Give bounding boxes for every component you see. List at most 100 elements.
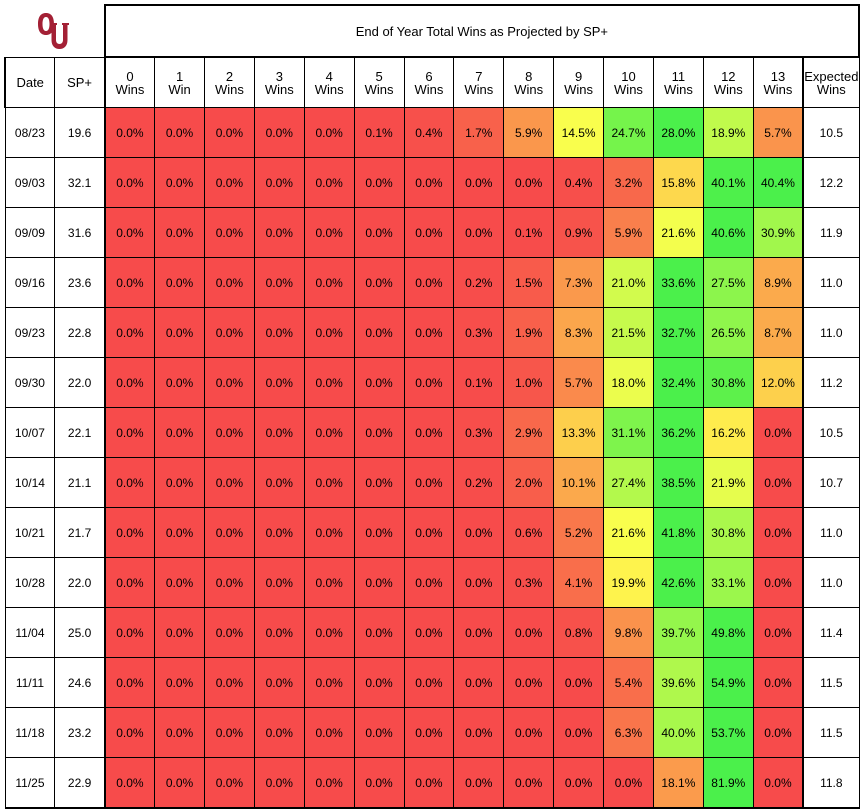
win-probability-cell: 0.0% — [603, 757, 654, 809]
win-probability-cell: 0.0% — [303, 357, 355, 408]
win-probability-cell: 9.8% — [603, 607, 654, 658]
oklahoma-ou-logo-icon — [38, 12, 70, 49]
win-probability-cell: 0.0% — [503, 757, 555, 809]
win-probability-cell: 39.6% — [652, 657, 704, 708]
win-probability-cell: 5.9% — [503, 107, 555, 158]
column-header-wins-0: 0 Wins — [103, 56, 156, 108]
win-probability-cell: 0.0% — [353, 407, 405, 458]
win-probability-cell: 28.0% — [652, 107, 704, 158]
win-probability-cell: 0.0% — [103, 407, 156, 458]
win-probability-cell: 40.1% — [702, 157, 754, 208]
win-probability-cell: 8.7% — [752, 307, 804, 358]
win-probability-cell: 30.8% — [702, 357, 754, 408]
win-probability-cell: 0.0% — [752, 507, 804, 558]
win-probability-cell: 0.0% — [453, 657, 505, 708]
win-probability-cell: 0.0% — [303, 307, 355, 358]
win-probability-cell: 41.8% — [652, 507, 704, 558]
win-probability-cell: 0.0% — [204, 207, 255, 258]
win-probability-cell: 0.0% — [353, 157, 405, 208]
win-probability-cell: 0.0% — [103, 357, 156, 408]
win-probability-cell: 27.5% — [702, 257, 754, 308]
date-cell: 10/21 — [4, 507, 56, 558]
win-probability-cell: 4.1% — [553, 557, 605, 608]
win-probability-cell: 0.0% — [154, 457, 205, 508]
win-probability-cell: 0.0% — [353, 357, 405, 408]
column-header-date: Date — [4, 56, 56, 108]
win-probability-cell: 5.2% — [553, 507, 605, 558]
win-probability-cell: 0.0% — [204, 507, 255, 558]
win-probability-cell: 0.0% — [204, 607, 255, 658]
date-cell: 09/30 — [4, 357, 56, 408]
expected-wins-cell: 11.4 — [802, 607, 860, 658]
chart-title: End of Year Total Wins as Projected by S… — [103, 4, 860, 58]
win-probability-cell: 33.6% — [652, 257, 704, 308]
win-probability-cell: 18.0% — [603, 357, 654, 408]
win-probability-cell: 33.1% — [702, 557, 754, 608]
win-probability-cell: 0.1% — [453, 357, 505, 408]
win-probability-cell: 15.8% — [652, 157, 704, 208]
win-probability-cell: 0.0% — [403, 707, 455, 758]
date-cell: 10/14 — [4, 457, 56, 508]
win-probability-cell: 0.0% — [553, 757, 605, 809]
win-probability-cell: 0.0% — [103, 307, 156, 358]
win-probability-cell: 0.0% — [204, 307, 255, 358]
logo-cell — [5, 5, 105, 57]
win-probability-cell: 0.0% — [253, 157, 305, 208]
win-probability-cell: 0.0% — [253, 557, 305, 608]
win-probability-cell: 0.0% — [253, 257, 305, 308]
sp-rating-cell: 22.9 — [54, 757, 106, 809]
expected-wins-cell: 11.0 — [802, 307, 860, 358]
win-probability-cell: 10.1% — [553, 457, 605, 508]
sp-rating-cell: 24.6 — [54, 657, 106, 708]
win-probability-cell: 27.4% — [603, 457, 654, 508]
win-probability-cell: 81.9% — [702, 757, 754, 809]
win-probability-cell: 42.6% — [652, 557, 704, 608]
expected-wins-cell: 12.2 — [802, 157, 860, 208]
column-header-wins-1: 1 Win — [154, 56, 205, 108]
expected-wins-cell: 11.9 — [802, 207, 860, 258]
win-probability-cell: 0.0% — [353, 557, 405, 608]
win-probability-cell: 5.7% — [752, 107, 804, 158]
win-probability-cell: 0.0% — [154, 507, 205, 558]
win-probability-cell: 0.0% — [303, 707, 355, 758]
win-probability-cell: 0.0% — [503, 157, 555, 208]
win-probability-cell: 0.0% — [403, 757, 455, 809]
expected-wins-cell: 10.5 — [802, 107, 860, 158]
win-probability-cell: 2.0% — [503, 457, 555, 508]
win-probability-cell: 0.0% — [303, 507, 355, 558]
win-probability-cell: 40.4% — [752, 157, 804, 208]
win-probability-cell: 0.0% — [253, 507, 305, 558]
sp-rating-cell: 31.6 — [54, 207, 106, 258]
sp-rating-cell: 21.1 — [54, 457, 106, 508]
win-probability-cell: 1.0% — [503, 357, 555, 408]
date-cell: 09/16 — [4, 257, 56, 308]
win-probability-cell: 40.6% — [702, 207, 754, 258]
win-probability-cell: 0.0% — [752, 607, 804, 658]
win-probability-cell: 0.6% — [503, 507, 555, 558]
win-probability-cell: 26.5% — [702, 307, 754, 358]
column-header-wins-5: 5 Wins — [353, 56, 405, 108]
win-probability-cell: 0.0% — [752, 757, 804, 809]
win-probability-cell: 0.0% — [204, 407, 255, 458]
win-probability-cell: 0.0% — [353, 657, 405, 708]
win-projection-table: End of Year Total Wins as Projected by S… — [4, 4, 860, 809]
win-probability-cell: 0.3% — [453, 307, 505, 358]
win-probability-cell: 0.0% — [353, 607, 405, 658]
table-row: 11/18 23.2 0.0% 0.0% 0.0% 0.0% 0.0% 0.0% 0.0% 0.0… — [4, 707, 860, 758]
column-header-wins-10: 10 Wins — [603, 56, 654, 108]
win-probability-cell: 16.2% — [702, 407, 754, 458]
win-probability-cell: 7.3% — [553, 257, 605, 308]
win-probability-cell: 0.0% — [353, 257, 405, 308]
date-cell: 09/23 — [4, 307, 56, 358]
win-probability-cell: 0.0% — [253, 207, 305, 258]
win-probability-cell: 21.9% — [702, 457, 754, 508]
win-probability-cell: 0.0% — [253, 607, 305, 658]
win-probability-cell: 1.5% — [503, 257, 555, 308]
win-probability-cell: 0.0% — [154, 207, 205, 258]
win-probability-cell: 0.0% — [453, 557, 505, 608]
date-cell: 11/18 — [4, 707, 56, 758]
win-probability-cell: 0.0% — [103, 607, 156, 658]
win-probability-cell: 0.0% — [204, 257, 255, 308]
win-probability-cell: 0.1% — [503, 207, 555, 258]
table-row: 10/28 22.0 0.0% 0.0% 0.0% 0.0% 0.0% 0.0% 0.0% 0.0… — [4, 557, 860, 608]
